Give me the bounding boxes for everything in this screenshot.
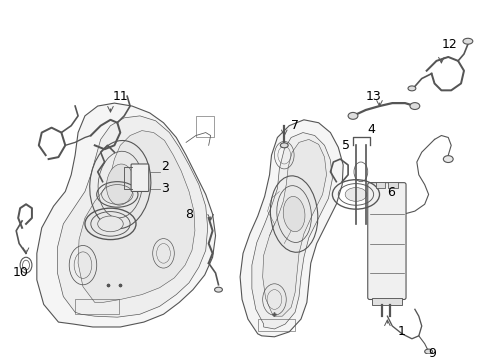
Ellipse shape — [425, 349, 433, 354]
Ellipse shape — [280, 143, 288, 148]
Bar — [376, 182, 386, 188]
Text: 8: 8 — [185, 208, 193, 221]
Polygon shape — [263, 139, 326, 316]
Text: 11: 11 — [112, 90, 128, 103]
Polygon shape — [252, 132, 332, 329]
Ellipse shape — [443, 156, 453, 162]
FancyBboxPatch shape — [368, 183, 406, 300]
Text: 12: 12 — [441, 38, 457, 51]
Ellipse shape — [215, 287, 222, 292]
Ellipse shape — [345, 188, 367, 201]
Ellipse shape — [408, 86, 416, 91]
Polygon shape — [78, 131, 195, 302]
Text: 4: 4 — [368, 123, 376, 136]
Text: 6: 6 — [388, 186, 395, 199]
FancyBboxPatch shape — [131, 164, 149, 192]
Ellipse shape — [463, 38, 473, 44]
Text: 3: 3 — [162, 182, 170, 195]
Polygon shape — [57, 116, 208, 317]
Text: 7: 7 — [291, 119, 299, 132]
Bar — [372, 297, 402, 305]
Ellipse shape — [283, 197, 305, 232]
Bar — [75, 300, 119, 314]
Text: 13: 13 — [366, 90, 382, 103]
Bar — [258, 319, 295, 331]
Polygon shape — [240, 120, 343, 337]
Ellipse shape — [348, 112, 358, 119]
Text: 9: 9 — [429, 347, 437, 360]
Polygon shape — [37, 103, 216, 327]
Text: 1: 1 — [397, 325, 405, 338]
Ellipse shape — [106, 164, 134, 205]
Text: 5: 5 — [342, 139, 350, 152]
Bar — [196, 116, 214, 138]
Text: 10: 10 — [12, 266, 28, 279]
Text: 2: 2 — [162, 161, 170, 174]
Ellipse shape — [98, 216, 123, 232]
Ellipse shape — [410, 103, 420, 109]
Bar — [389, 182, 398, 188]
